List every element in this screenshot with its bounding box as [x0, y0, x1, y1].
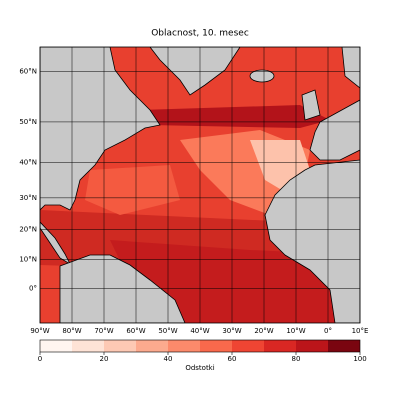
- lat-tick-label: 40°N: [19, 159, 37, 167]
- land-greenland: [149, 47, 241, 96]
- lon-tick-label: 90°W: [30, 327, 49, 335]
- cloud-patch: [85, 165, 180, 215]
- colorbar-tick-label: 20: [100, 355, 109, 363]
- colorbar-frame: [39, 339, 361, 353]
- map-title: Oblacnost, 10. mesec: [151, 29, 249, 39]
- colorbar-bin: [200, 340, 232, 352]
- lat-tick-label: 60°N: [19, 68, 37, 76]
- colorbar-bin: [40, 340, 72, 352]
- land-africa: [264, 159, 360, 323]
- colorbar-tick-label: 40: [164, 355, 173, 363]
- lat-tick-label: 20°N: [19, 226, 37, 234]
- land-scandinavia: [341, 47, 360, 89]
- colorbar-bin: [328, 340, 360, 352]
- colorbar-bin: [72, 340, 104, 352]
- lon-tick-label: 10°W: [286, 327, 305, 335]
- lat-tick-label: 0°: [29, 284, 37, 292]
- colorbar-label: Odstotki: [185, 364, 214, 372]
- land-south-america: [59, 254, 186, 323]
- lon-tick-label: 0°: [324, 327, 332, 335]
- land-iceland: [249, 69, 275, 83]
- lat-tick-label: 30°N: [19, 194, 37, 202]
- colorbar-tick-label: 80: [292, 355, 301, 363]
- lon-tick-label: 20°W: [254, 327, 273, 335]
- cloud-band: [140, 105, 330, 128]
- lon-tick-label: 30°W: [222, 327, 241, 335]
- colorbar-bin: [264, 340, 296, 352]
- colorbar-bin: [232, 340, 264, 352]
- lon-tick-label: 80°W: [62, 327, 81, 335]
- land-europe: [309, 99, 360, 161]
- lat-tick-label: 50°N: [19, 118, 37, 126]
- colorbar-bin: [296, 340, 328, 352]
- land-north-america: [40, 47, 161, 211]
- colorbar-tick-label: 60: [228, 355, 237, 363]
- colorbar-bin: [168, 340, 200, 352]
- lat-tick-label: 10°N: [19, 255, 37, 263]
- lon-tick-label: 40°W: [190, 327, 209, 335]
- colorbar-tick-label: 100: [353, 355, 366, 363]
- lon-tick-label: 50°W: [158, 327, 177, 335]
- land-britain: [301, 89, 321, 121]
- colorbar-tick-label: 0: [38, 355, 42, 363]
- lon-tick-label: 10°E: [352, 327, 369, 335]
- land-central-america: [40, 221, 71, 266]
- lon-tick-label: 70°W: [94, 327, 113, 335]
- lon-tick-label: 60°W: [126, 327, 145, 335]
- colorbar-bin: [136, 340, 168, 352]
- colorbar-bin: [104, 340, 136, 352]
